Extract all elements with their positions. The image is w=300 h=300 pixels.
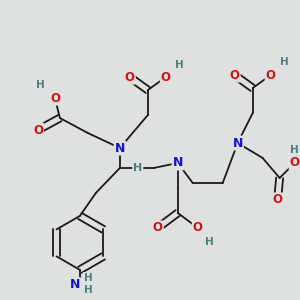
Text: H: H xyxy=(133,163,142,173)
Text: N: N xyxy=(70,278,80,291)
Text: H: H xyxy=(205,237,214,247)
Text: O: O xyxy=(266,69,276,82)
Text: O: O xyxy=(193,221,203,234)
Text: H: H xyxy=(83,273,92,283)
Text: H: H xyxy=(83,285,92,295)
Text: O: O xyxy=(125,70,135,84)
Text: O: O xyxy=(153,221,163,234)
Text: H: H xyxy=(280,57,289,67)
Text: O: O xyxy=(161,70,171,84)
Text: O: O xyxy=(33,124,43,136)
Text: O: O xyxy=(230,69,240,82)
Text: O: O xyxy=(50,92,60,105)
Text: O: O xyxy=(273,194,283,206)
Text: O: O xyxy=(290,157,300,169)
Text: N: N xyxy=(115,142,125,154)
Text: H: H xyxy=(36,80,44,90)
Text: N: N xyxy=(172,157,183,169)
Text: H: H xyxy=(176,60,184,70)
Text: H: H xyxy=(290,145,299,155)
Text: N: N xyxy=(232,136,243,149)
